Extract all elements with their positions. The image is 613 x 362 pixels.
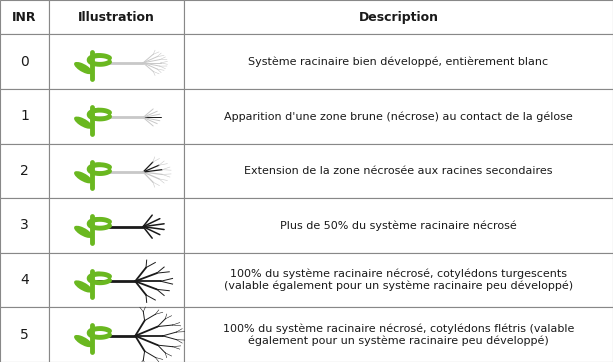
- Text: Extension de la zone nécrosée aux racines secondaires: Extension de la zone nécrosée aux racine…: [244, 166, 553, 176]
- Ellipse shape: [91, 108, 102, 111]
- Bar: [0, 89, 49, 144]
- Text: Apparition d'une zone brune (nécrose) au contact de la gélose: Apparition d'une zone brune (nécrose) au…: [224, 111, 573, 122]
- Bar: [0, 253, 49, 307]
- Bar: [0, 34, 49, 89]
- Text: 5: 5: [20, 328, 29, 342]
- Bar: [49, 253, 184, 307]
- Bar: [184, 198, 613, 253]
- Text: Illustration: Illustration: [78, 11, 155, 24]
- Text: Description: Description: [359, 11, 438, 24]
- Ellipse shape: [91, 272, 102, 275]
- Ellipse shape: [93, 327, 103, 331]
- Bar: [184, 34, 613, 89]
- Text: 2: 2: [20, 164, 29, 178]
- Text: 4: 4: [20, 273, 29, 287]
- Ellipse shape: [91, 163, 102, 166]
- Ellipse shape: [74, 226, 93, 238]
- Text: 1: 1: [20, 109, 29, 123]
- Ellipse shape: [91, 217, 102, 220]
- Ellipse shape: [74, 280, 93, 292]
- Ellipse shape: [74, 335, 93, 347]
- Bar: [49, 89, 184, 144]
- Text: 100% du système racinaire nécrosé, cotylédons flétris (valable
également pour un: 100% du système racinaire nécrosé, cotyl…: [223, 323, 574, 346]
- Bar: [49, 144, 184, 198]
- Bar: [49, 0, 184, 34]
- Bar: [184, 253, 613, 307]
- Ellipse shape: [74, 117, 93, 129]
- Text: Système racinaire bien développé, entièrement blanc: Système racinaire bien développé, entièr…: [248, 56, 549, 67]
- Bar: [184, 0, 613, 34]
- Ellipse shape: [74, 171, 93, 184]
- Bar: [184, 144, 613, 198]
- Text: 100% du système racinaire nécrosé, cotylédons turgescents
(valable également pou: 100% du système racinaire nécrosé, cotyl…: [224, 269, 573, 291]
- Bar: [49, 34, 184, 89]
- Bar: [0, 198, 49, 253]
- Text: INR: INR: [12, 11, 37, 24]
- Bar: [0, 144, 49, 198]
- Bar: [49, 307, 184, 362]
- Bar: [184, 89, 613, 144]
- Ellipse shape: [74, 62, 93, 74]
- Bar: [184, 307, 613, 362]
- Bar: [0, 0, 49, 34]
- Text: 0: 0: [20, 55, 29, 69]
- Text: Plus de 50% du système racinaire nécrosé: Plus de 50% du système racinaire nécrosé: [280, 220, 517, 231]
- Bar: [49, 198, 184, 253]
- Text: 3: 3: [20, 219, 29, 232]
- Ellipse shape: [91, 53, 102, 57]
- Bar: [0, 307, 49, 362]
